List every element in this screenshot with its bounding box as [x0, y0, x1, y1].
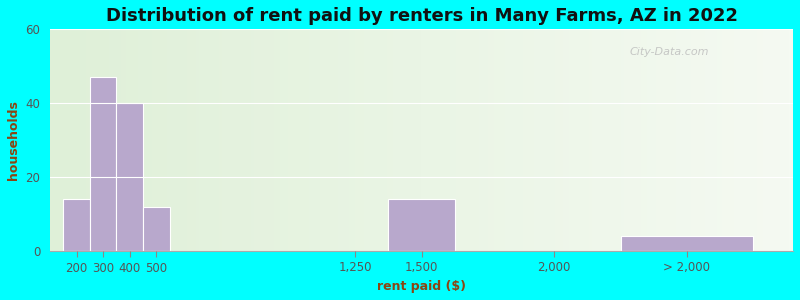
Bar — [63, 199, 90, 251]
Bar — [143, 207, 170, 251]
Bar — [621, 236, 754, 251]
X-axis label: rent paid ($): rent paid ($) — [377, 280, 466, 293]
Bar — [117, 103, 143, 251]
Text: City-Data.com: City-Data.com — [630, 47, 709, 57]
Title: Distribution of rent paid by renters in Many Farms, AZ in 2022: Distribution of rent paid by renters in … — [106, 7, 738, 25]
Y-axis label: households: households — [7, 100, 20, 180]
Bar — [90, 77, 117, 251]
Bar — [389, 199, 454, 251]
